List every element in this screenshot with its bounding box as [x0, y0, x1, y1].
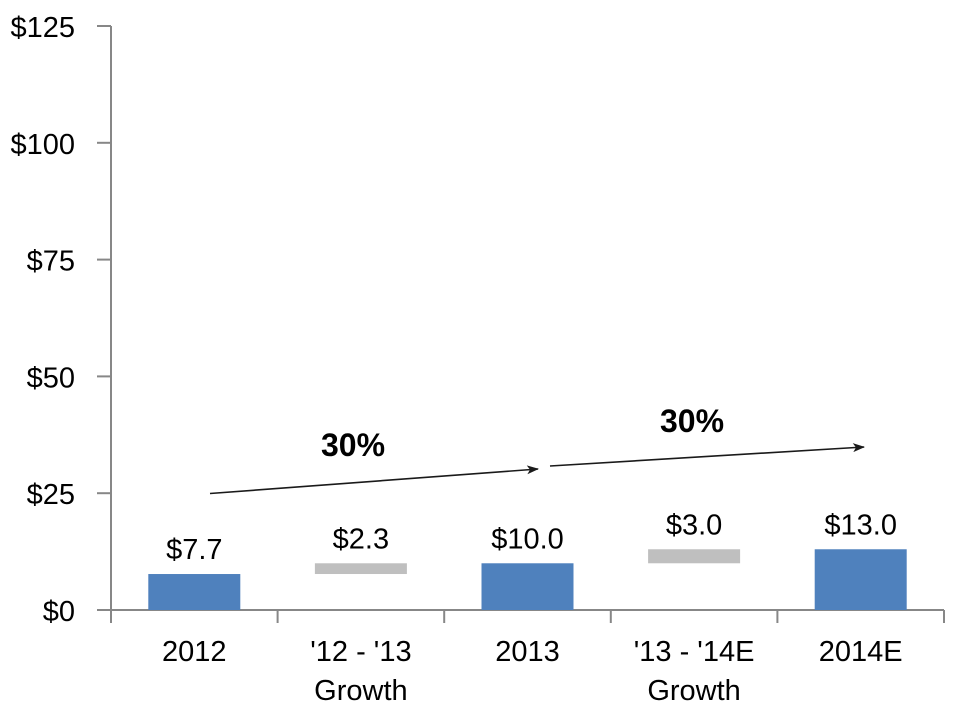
y-axis: $0 $25 $50 $75 $100 $125 — [10, 12, 112, 628]
bar-value-label-2012: $7.7 — [166, 534, 222, 566]
y-axis-tick-label: $25 — [27, 479, 75, 511]
category-label-line: '12 - '13 — [310, 636, 411, 668]
bar-value-label-12-13-growth: $2.3 — [333, 523, 389, 555]
bar-12-13-growth — [314, 563, 407, 575]
bar-value-label-13-14e-growth: $3.0 — [666, 509, 722, 541]
growth-percent-label-2: 30% — [660, 403, 724, 439]
category-label-line: 2014E — [819, 636, 903, 668]
category-label-line: 2012 — [162, 636, 227, 668]
category-label-line: 2013 — [495, 636, 560, 668]
y-axis-tick-label: $100 — [10, 129, 75, 161]
bar-2013 — [481, 563, 574, 610]
category-label-line: Growth — [314, 675, 407, 707]
y-axis-tick-label: $50 — [27, 362, 75, 394]
bar-2014e — [814, 549, 907, 610]
category-label-line: '13 - '14E — [634, 636, 755, 668]
bar-13-14e-growth — [648, 549, 741, 564]
growth-annotations: 30% 30% — [209, 403, 865, 495]
y-axis-tick-label: $0 — [43, 596, 75, 628]
bars: $7.7 $2.3 $10.0 $3.0 $13.0 — [148, 509, 907, 610]
bar-2012 — [148, 574, 241, 610]
bar-value-label-2014e: $13.0 — [824, 509, 897, 541]
growth-percent-label-1: 30% — [321, 427, 385, 463]
y-axis-tick-label: $125 — [10, 12, 75, 44]
x-axis — [110, 609, 945, 623]
category-labels: 2012 '12 - '13 Growth 2013 '13 - '14E Growth 2… — [162, 636, 903, 707]
growth-arrow-1 — [209, 465, 539, 495]
bar-value-label-2013: $10.0 — [491, 523, 564, 555]
category-label-line: Growth — [647, 675, 740, 707]
growth-arrow-2 — [549, 443, 865, 467]
y-axis-tick-label: $75 — [27, 246, 75, 278]
